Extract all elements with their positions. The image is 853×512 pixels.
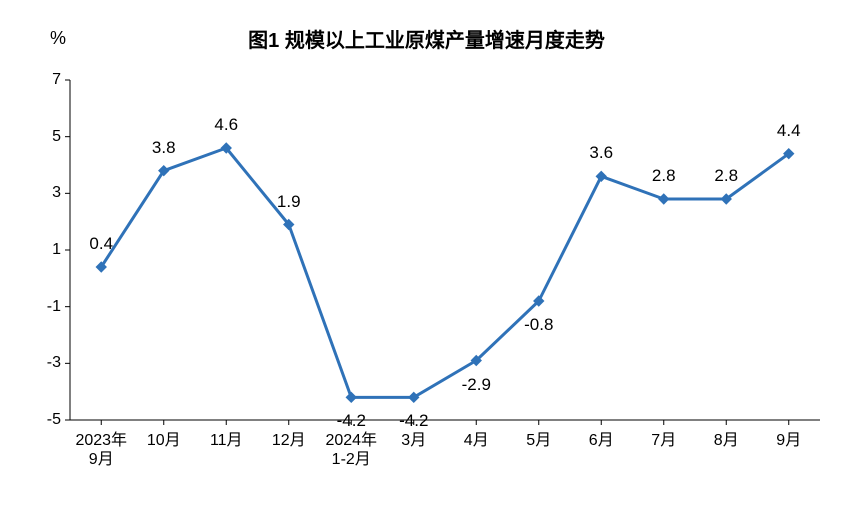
x-tick-label: 2023年 9月 [70, 431, 133, 469]
data-label: 3.6 [589, 143, 613, 163]
x-tick-label: 2024年 1-2月 [320, 431, 383, 469]
data-label: 2.8 [714, 166, 738, 186]
data-label: 4.6 [214, 115, 238, 135]
data-marker [596, 171, 606, 181]
x-tick-label: 3月 [383, 431, 446, 450]
data-label: -4.2 [337, 411, 366, 431]
y-tick-label: 1 [27, 241, 61, 259]
data-label: 1.9 [277, 192, 301, 212]
y-tick-label: 7 [27, 71, 61, 89]
y-tick-label: -1 [27, 298, 61, 316]
x-tick-label: 7月 [633, 431, 696, 450]
chart-container: 图1 规模以上工业原煤产量增速月度走势 % -5-3-113572023年 9月… [0, 0, 853, 512]
x-tick-label: 6月 [570, 431, 633, 450]
x-tick-label: 11月 [195, 431, 258, 450]
x-tick-label: 9月 [758, 431, 821, 450]
y-tick-label: 5 [27, 128, 61, 146]
x-tick-label: 8月 [695, 431, 758, 450]
data-label: -2.9 [462, 375, 491, 395]
y-tick-label: -3 [27, 354, 61, 372]
data-label: 0.4 [89, 234, 113, 254]
x-tick-label: 4月 [445, 431, 508, 450]
y-tick-label: 3 [27, 184, 61, 202]
data-label: 2.8 [652, 166, 676, 186]
data-label: 4.4 [777, 121, 801, 141]
data-label: -0.8 [524, 315, 553, 335]
y-tick-label: -5 [27, 411, 61, 429]
data-marker [346, 392, 356, 402]
x-tick-label: 5月 [508, 431, 571, 450]
x-tick-label: 12月 [258, 431, 321, 450]
data-label: -4.2 [399, 411, 428, 431]
x-tick-label: 10月 [133, 431, 196, 450]
data-label: 3.8 [152, 138, 176, 158]
data-marker [659, 194, 669, 204]
